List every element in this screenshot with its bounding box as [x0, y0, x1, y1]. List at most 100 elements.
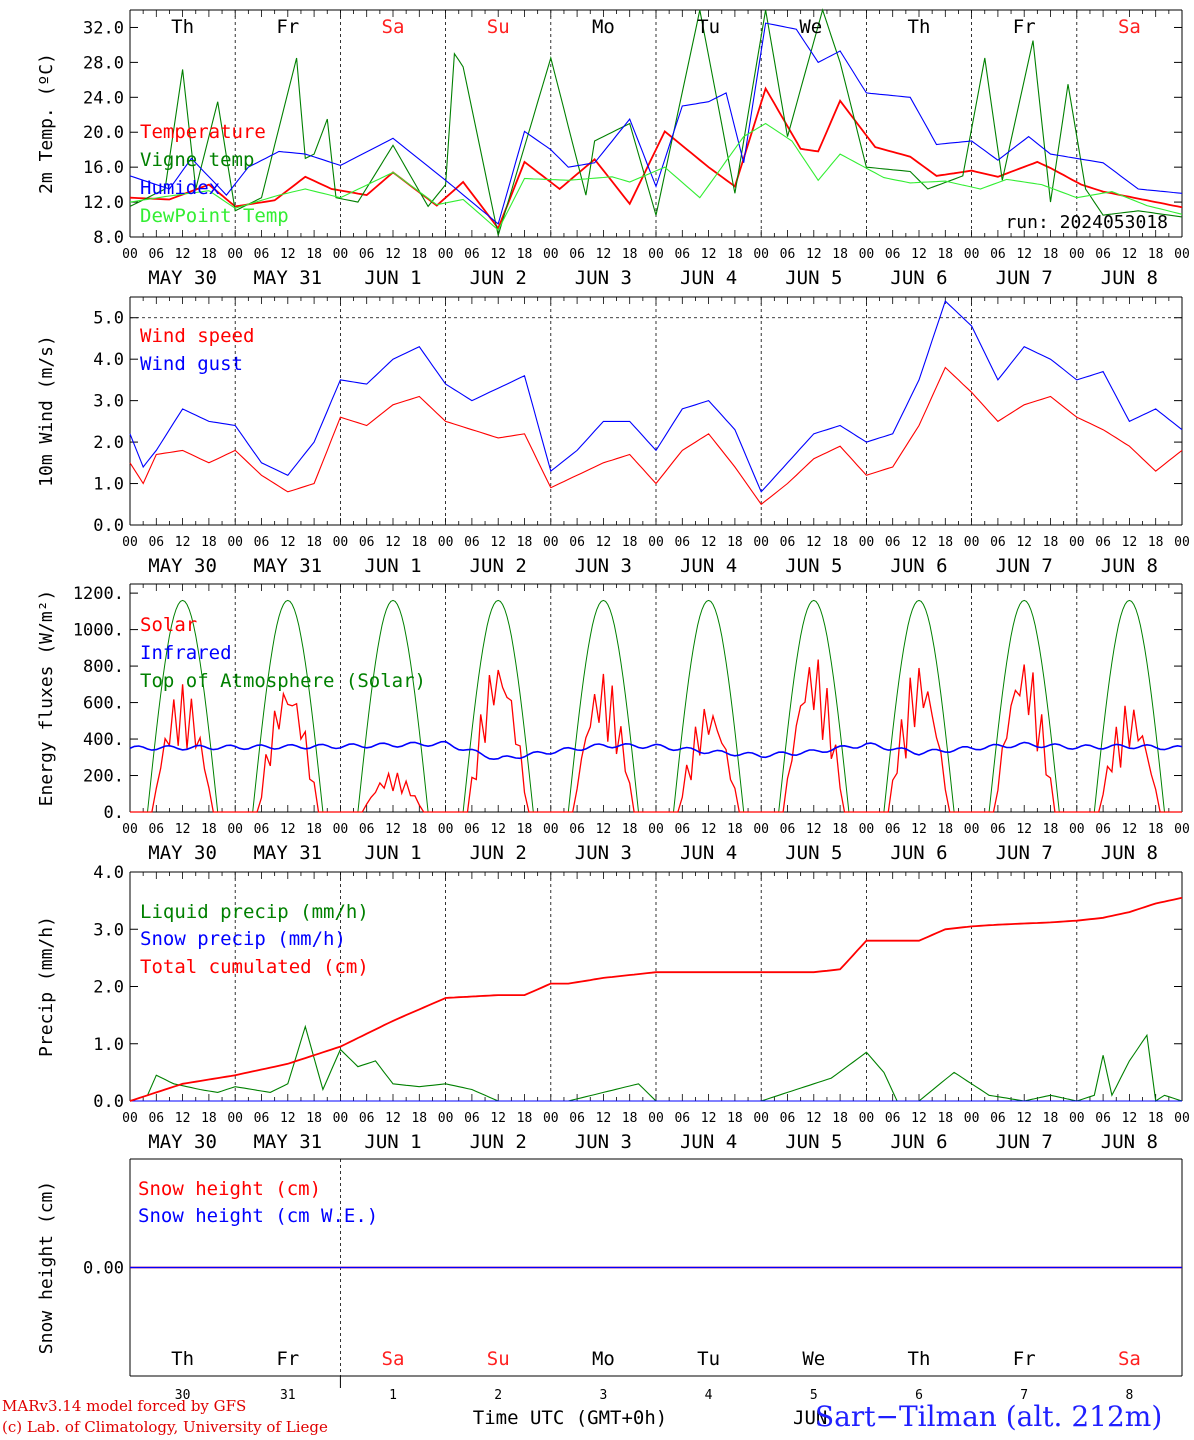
y-tick-label: 3.0 [93, 920, 124, 940]
date-label: JUN 3 [575, 1131, 632, 1153]
hour-tick-label: 00 [438, 1111, 454, 1126]
hour-tick-label: 12 [385, 247, 401, 262]
hour-tick-label: 18 [201, 535, 217, 550]
y-tick-label: 28.0 [83, 53, 124, 73]
hour-tick-label: 00 [753, 535, 769, 550]
model-credit-line: MARv3.14 model forced by GFS [2, 1397, 247, 1415]
hour-tick-label: 06 [359, 1111, 375, 1126]
hour-tick-label: 18 [1148, 247, 1164, 262]
date-label: JUN 4 [680, 842, 737, 864]
date-label: JUN 2 [470, 267, 527, 289]
y-axis-title: 2m Temp. (ºC) [36, 53, 57, 194]
hour-tick-label: 06 [990, 822, 1006, 837]
weekday-label-top: Fr [276, 16, 299, 38]
day-number-label: 7 [1020, 1388, 1028, 1403]
date-label: JUN 3 [575, 267, 632, 289]
date-label: JUN 5 [785, 267, 842, 289]
hour-tick-label: 12 [701, 247, 717, 262]
hour-tick-label: 12 [1016, 247, 1032, 262]
hour-tick-label: 18 [201, 1111, 217, 1126]
hour-tick-label: 00 [648, 1111, 664, 1126]
y-tick-label: 1.0 [93, 475, 124, 495]
hour-tick-label: 00 [859, 1111, 875, 1126]
hour-tick-label: 06 [254, 247, 270, 262]
series-wind-gust-line [129, 300, 1183, 493]
date-label: JUN 2 [470, 1131, 527, 1153]
hour-tick-label: 00 [333, 535, 349, 550]
weekday-label-bottom: Tu [697, 1348, 720, 1370]
hour-tick-label: 12 [596, 535, 612, 550]
hour-tick-label: 00 [543, 247, 559, 262]
hour-tick-label: 12 [1122, 247, 1138, 262]
station-title: Sart−Tilman (alt. 212m) [815, 1400, 1163, 1433]
y-tick-label: 400. [83, 730, 124, 750]
hour-tick-label: 06 [464, 1111, 480, 1126]
date-label: MAY 31 [253, 555, 322, 577]
hour-tick-label: 18 [517, 822, 533, 837]
weekday-label-top: Mo [592, 16, 615, 38]
weekday-label-bottom: Fr [276, 1348, 299, 1370]
hour-tick-label: 12 [385, 1111, 401, 1126]
y-tick-label: 8.0 [93, 228, 124, 248]
hour-tick-label: 06 [254, 1111, 270, 1126]
day-number-label: 6 [915, 1388, 923, 1403]
hour-tick-label: 12 [385, 535, 401, 550]
hour-tick-label: 06 [569, 822, 585, 837]
hour-tick-label: 06 [990, 247, 1006, 262]
hour-tick-label: 12 [806, 535, 822, 550]
hour-tick-label: 00 [122, 247, 138, 262]
y-tick-label: 0.00 [83, 1259, 124, 1279]
hour-tick-label: 12 [385, 822, 401, 837]
hour-tick-label: 06 [674, 535, 690, 550]
hour-tick-label: 00 [753, 1111, 769, 1126]
hour-tick-label: 18 [937, 822, 953, 837]
y-axis-title: Snow height (cm) [36, 1181, 57, 1354]
y-axis-title: Energy fluxes (W/m²) [36, 590, 57, 807]
hour-tick-label: 00 [438, 247, 454, 262]
weekday-label-top: Sa [382, 16, 405, 38]
date-label: JUN 1 [364, 842, 421, 864]
date-label: JUN 1 [364, 267, 421, 289]
hour-tick-label: 00 [1069, 535, 1085, 550]
hour-tick-label: 06 [674, 247, 690, 262]
weekday-label-bottom: Su [487, 1348, 510, 1370]
hour-tick-label: 12 [280, 822, 296, 837]
hour-tick-label: 00 [122, 822, 138, 837]
weekday-label-top: Fr [1013, 16, 1036, 38]
hour-tick-label: 06 [674, 1111, 690, 1126]
hour-tick-label: 00 [1174, 1111, 1190, 1126]
date-label: MAY 30 [148, 1131, 217, 1153]
hour-tick-label: 00 [964, 535, 980, 550]
weekday-label-bottom: Sa [382, 1348, 405, 1370]
weekday-label-top: Sa [1118, 16, 1141, 38]
hour-tick-label: 00 [753, 247, 769, 262]
day-number-label: 3 [599, 1388, 607, 1403]
date-label: JUN 8 [1101, 1131, 1158, 1153]
hour-tick-label: 18 [937, 535, 953, 550]
y-tick-label: 200. [83, 767, 124, 787]
date-label: JUN 5 [785, 555, 842, 577]
date-label: JUN 3 [575, 555, 632, 577]
hour-tick-label: 00 [859, 247, 875, 262]
y-tick-label: 16.0 [83, 158, 124, 178]
date-label: JUN 2 [470, 842, 527, 864]
hour-tick-label: 06 [569, 247, 585, 262]
hour-tick-label: 00 [333, 247, 349, 262]
hour-tick-label: 12 [490, 247, 506, 262]
y-tick-label: 12.0 [83, 193, 124, 213]
date-label: JUN 5 [785, 842, 842, 864]
hour-tick-label: 12 [911, 247, 927, 262]
hour-tick-label: 12 [911, 535, 927, 550]
hour-tick-label: 18 [517, 535, 533, 550]
y-axis-title: 10m Wind (m/s) [36, 335, 57, 487]
hour-tick-label: 06 [780, 822, 796, 837]
hour-tick-label: 06 [990, 535, 1006, 550]
hour-tick-label: 06 [254, 535, 270, 550]
hour-tick-label: 18 [727, 822, 743, 837]
y-tick-label: 0.0 [93, 1092, 124, 1112]
hour-tick-label: 12 [280, 1111, 296, 1126]
legend-entry: Top of Atmosphere (Solar) [140, 670, 426, 692]
hour-tick-label: 00 [333, 1111, 349, 1126]
hour-tick-label: 00 [1069, 822, 1085, 837]
